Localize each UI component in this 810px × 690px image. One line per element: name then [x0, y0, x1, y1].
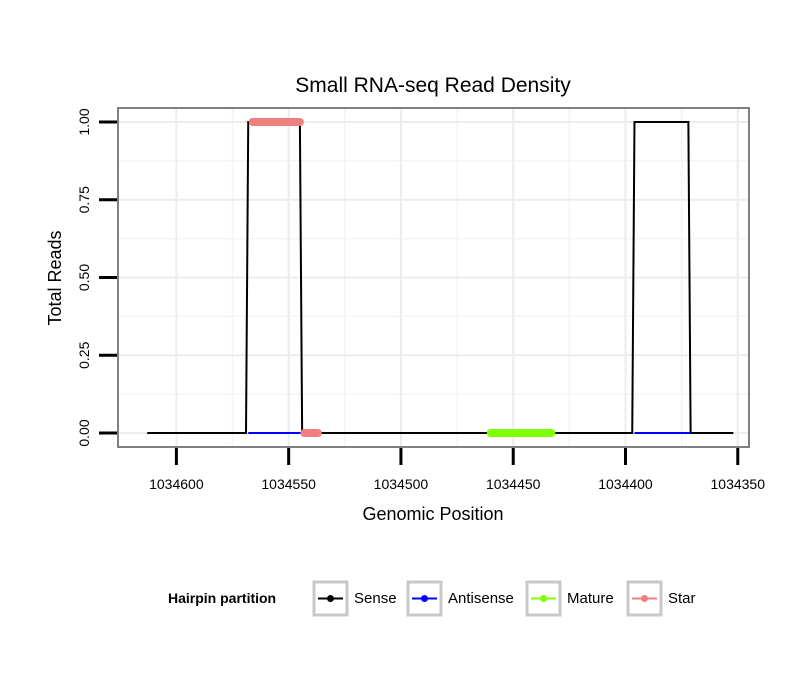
legend-title: Hairpin partition: [168, 590, 276, 606]
y-tick-label: 0.50: [76, 264, 92, 291]
legend-label: Antisense: [448, 590, 514, 607]
y-tick-label: 0.75: [76, 186, 92, 213]
y-axis-label: Total Reads: [45, 230, 65, 325]
legend-item-sense: Sense: [312, 580, 397, 617]
y-tick-label: 0.25: [76, 341, 92, 368]
y-axis: 0.00 0.25 0.50 0.75 1.00: [76, 108, 117, 447]
y-tick-label: 1.00: [76, 108, 92, 135]
legend-label: Sense: [354, 590, 397, 607]
legend-item-mature: Mature: [525, 580, 614, 617]
panel-border: [117, 107, 750, 448]
legend-key-point: [641, 595, 648, 602]
x-axis-label: Genomic Position: [362, 504, 503, 524]
series-sense-line: [147, 121, 734, 434]
legend-item-antisense: Antisense: [406, 580, 514, 617]
legend-key-point: [421, 595, 428, 602]
x-tick-label: 1034400: [598, 476, 653, 492]
legend-key-point: [540, 595, 547, 602]
legend-items: Sense Antisense Mature Star: [312, 580, 696, 617]
chart-title: Small RNA-seq Read Density: [295, 74, 571, 97]
legend-key-point: [327, 595, 334, 602]
plot-panel: 0.00 0.25 0.50 0.75 1.00 1034600 1034550 103450…: [76, 107, 765, 492]
legend: Hairpin partition Sense Antisense Mature St…: [168, 580, 696, 617]
x-tick-label: 1034350: [711, 476, 766, 492]
x-tick-label: 1034450: [486, 476, 541, 492]
legend-label: Mature: [567, 590, 614, 607]
x-tick-label: 1034500: [374, 476, 429, 492]
legend-label: Star: [668, 590, 696, 607]
x-tick-label: 1034550: [261, 476, 316, 492]
x-axis: 1034600 1034550 1034500 1034450 1034400 10343…: [149, 448, 765, 492]
x-tick-label: 1034600: [149, 476, 204, 492]
legend-item-star: Star: [626, 580, 696, 617]
y-tick-label: 0.00: [76, 419, 92, 446]
series-group: [147, 118, 734, 437]
